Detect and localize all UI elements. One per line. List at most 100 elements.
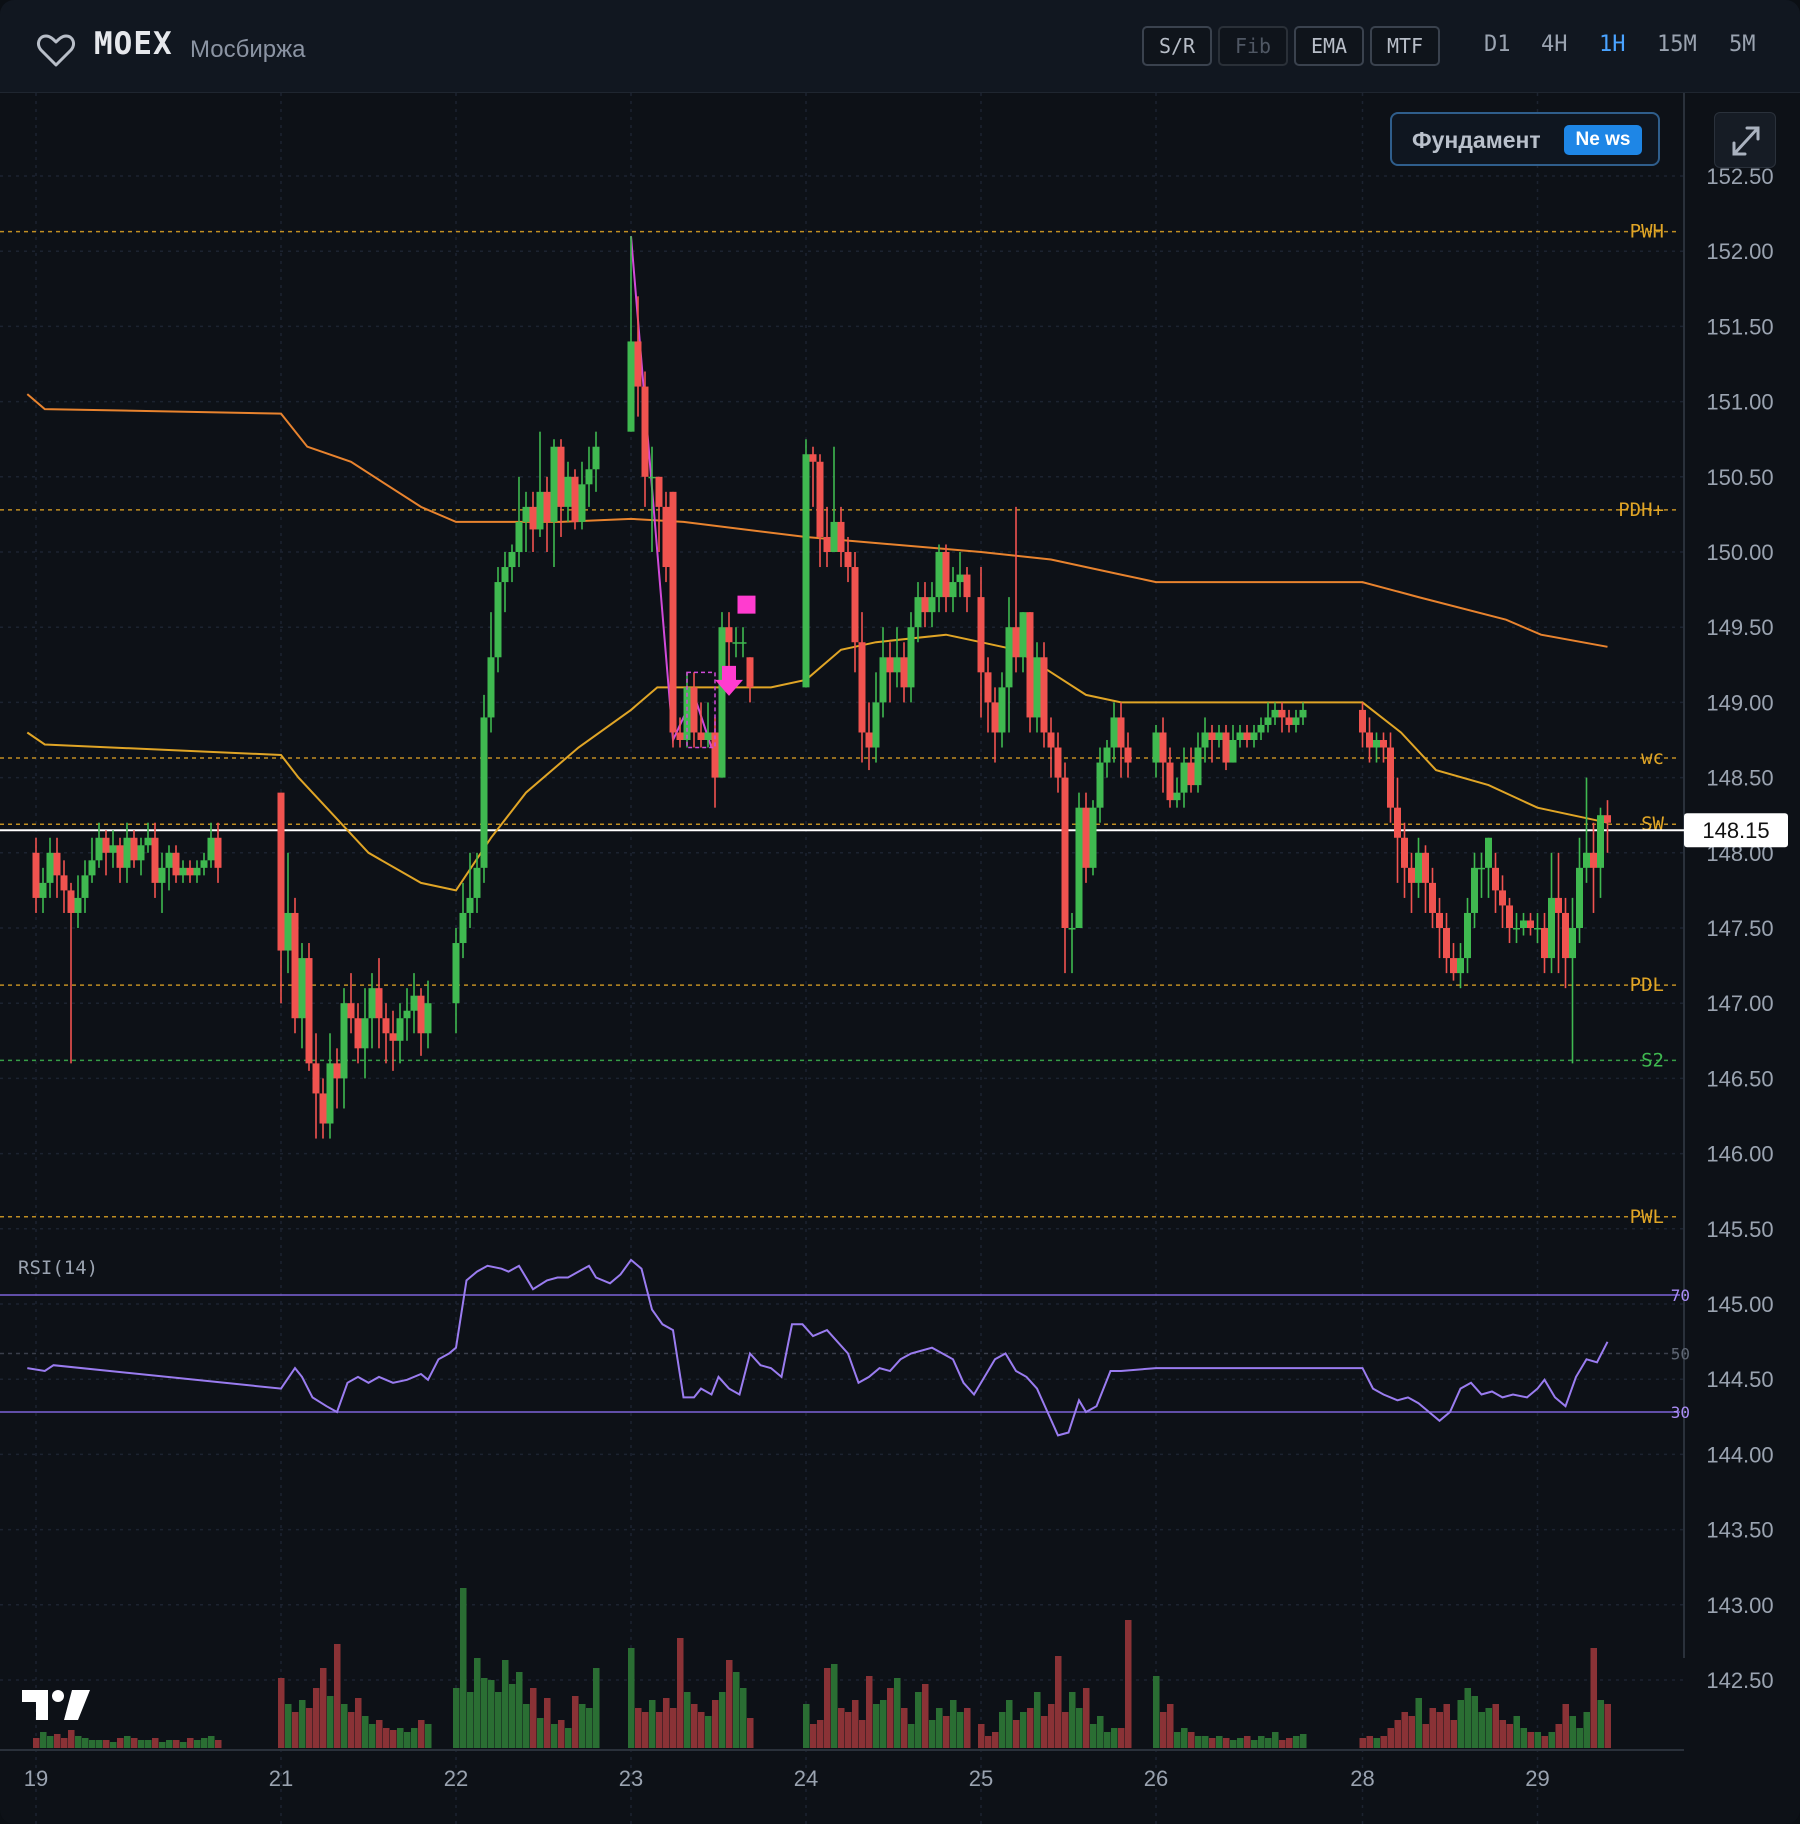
candle-body: [1292, 717, 1300, 725]
volume-bar: [474, 1658, 481, 1748]
volume-bar: [712, 1700, 719, 1748]
volume-bar: [656, 1712, 663, 1748]
volume-bar: [1513, 1716, 1520, 1748]
timeframe-15m[interactable]: 15M: [1657, 32, 1697, 57]
volume-bar: [1506, 1724, 1513, 1748]
price-tick-label: 148.50: [1706, 766, 1773, 791]
timeframe-4h[interactable]: 4H: [1541, 32, 1568, 57]
level-label: wc: [1641, 747, 1664, 769]
volume-bar: [327, 1696, 334, 1748]
volume-bar: [411, 1728, 418, 1748]
volume-bar: [691, 1704, 698, 1748]
candle-body: [67, 890, 75, 913]
candle-body: [1110, 717, 1118, 748]
volume-bar: [649, 1700, 656, 1748]
candle-body: [1408, 867, 1415, 883]
candle-body: [984, 672, 992, 703]
volume-bar: [1216, 1736, 1223, 1748]
candle-body: [1103, 747, 1111, 763]
volume-bar: [1251, 1740, 1258, 1748]
candle-body: [1040, 657, 1048, 733]
volume-bar: [523, 1704, 530, 1748]
volume-bar: [1055, 1656, 1062, 1748]
exchange-name: Мосбиржа: [190, 36, 306, 63]
volume-bar: [817, 1720, 824, 1748]
price-tick-label: 150.00: [1706, 540, 1773, 565]
candle-body: [291, 912, 299, 1019]
date-tick-label: 25: [969, 1766, 993, 1791]
volume-bar: [1041, 1716, 1048, 1748]
ema-short-line: [26, 633, 1608, 892]
candle-body: [417, 995, 425, 1034]
volume-bar: [1429, 1708, 1436, 1748]
mtf-toggle-button[interactable]: MTF: [1370, 26, 1440, 66]
signal-zone: [686, 671, 716, 749]
candle-body: [403, 1010, 411, 1019]
volume-bar: [901, 1708, 908, 1748]
candle-body: [207, 837, 215, 861]
timeframe-5m[interactable]: 5M: [1729, 32, 1756, 57]
volume-bar: [957, 1712, 964, 1748]
volume-bar: [908, 1724, 915, 1748]
volume-bar: [1069, 1692, 1076, 1748]
candle-body: [102, 837, 110, 853]
volume-bar: [488, 1680, 495, 1748]
candle-body: [1569, 928, 1576, 959]
price-tick-label: 152.00: [1706, 239, 1773, 264]
level-label: PDH+: [1618, 499, 1664, 521]
volume-bar: [642, 1712, 649, 1748]
candle-body: [1429, 882, 1436, 913]
candle-body: [1285, 717, 1293, 725]
volume-bar: [1202, 1736, 1209, 1748]
volume-bar: [1111, 1728, 1118, 1748]
candle-body: [1576, 867, 1583, 928]
candle-body: [1534, 928, 1541, 930]
volume-bar: [824, 1668, 831, 1748]
candle-body: [298, 958, 306, 1019]
chart-background: [0, 93, 1800, 1824]
volume-bar: [1471, 1696, 1478, 1748]
candle-body: [1597, 815, 1604, 868]
volume-bar: [887, 1688, 894, 1748]
price-tick-label: 149.00: [1706, 690, 1773, 715]
volume-bar: [810, 1724, 817, 1748]
volume-bar: [1604, 1704, 1611, 1748]
ema-toggle-button[interactable]: EMA: [1294, 26, 1364, 66]
candle-body: [144, 837, 152, 846]
sr-toggle-button[interactable]: S/R: [1142, 26, 1212, 66]
expand-icon[interactable]: [1714, 112, 1776, 168]
fib-toggle-button[interactable]: Fib: [1218, 26, 1288, 66]
candle-body: [312, 1063, 320, 1094]
timeframe-d1[interactable]: D1: [1484, 32, 1511, 57]
candle-body: [655, 476, 663, 507]
candle-body: [571, 476, 579, 522]
volume-bar: [1457, 1700, 1464, 1748]
fundamentals-button[interactable]: Фундамент Ne ws: [1390, 112, 1660, 166]
candle-body: [865, 732, 873, 748]
candle-body: [998, 687, 1006, 733]
candle-body: [137, 845, 145, 861]
candle-body: [676, 732, 684, 740]
timeframe-1h[interactable]: 1H: [1599, 32, 1626, 57]
candle-body: [368, 988, 376, 1019]
candle-body: [1387, 747, 1394, 808]
volume-bar: [1380, 1736, 1387, 1748]
price-tick-label: 150.50: [1706, 465, 1773, 490]
candle-body: [480, 717, 488, 868]
candle-body: [1278, 709, 1286, 718]
volume-bar: [537, 1718, 544, 1748]
signal-arrow-down: [715, 665, 743, 696]
candle-body: [389, 1033, 397, 1041]
volume-bar: [418, 1720, 425, 1748]
candle-body: [39, 882, 47, 898]
price-tick-label: 147.00: [1706, 991, 1773, 1016]
heart-icon[interactable]: [36, 32, 76, 68]
volume-bar: [306, 1708, 313, 1748]
price-chart[interactable]: 152.50 152.00 151.50 151.00 150.50 150.00 149.…: [0, 93, 1800, 1824]
volume-bar: [313, 1688, 320, 1748]
volume-bar: [915, 1692, 922, 1748]
volume-bar: [1265, 1738, 1272, 1748]
volume-bar: [1464, 1688, 1471, 1748]
candle-body: [697, 732, 705, 740]
candle-body: [634, 341, 642, 387]
